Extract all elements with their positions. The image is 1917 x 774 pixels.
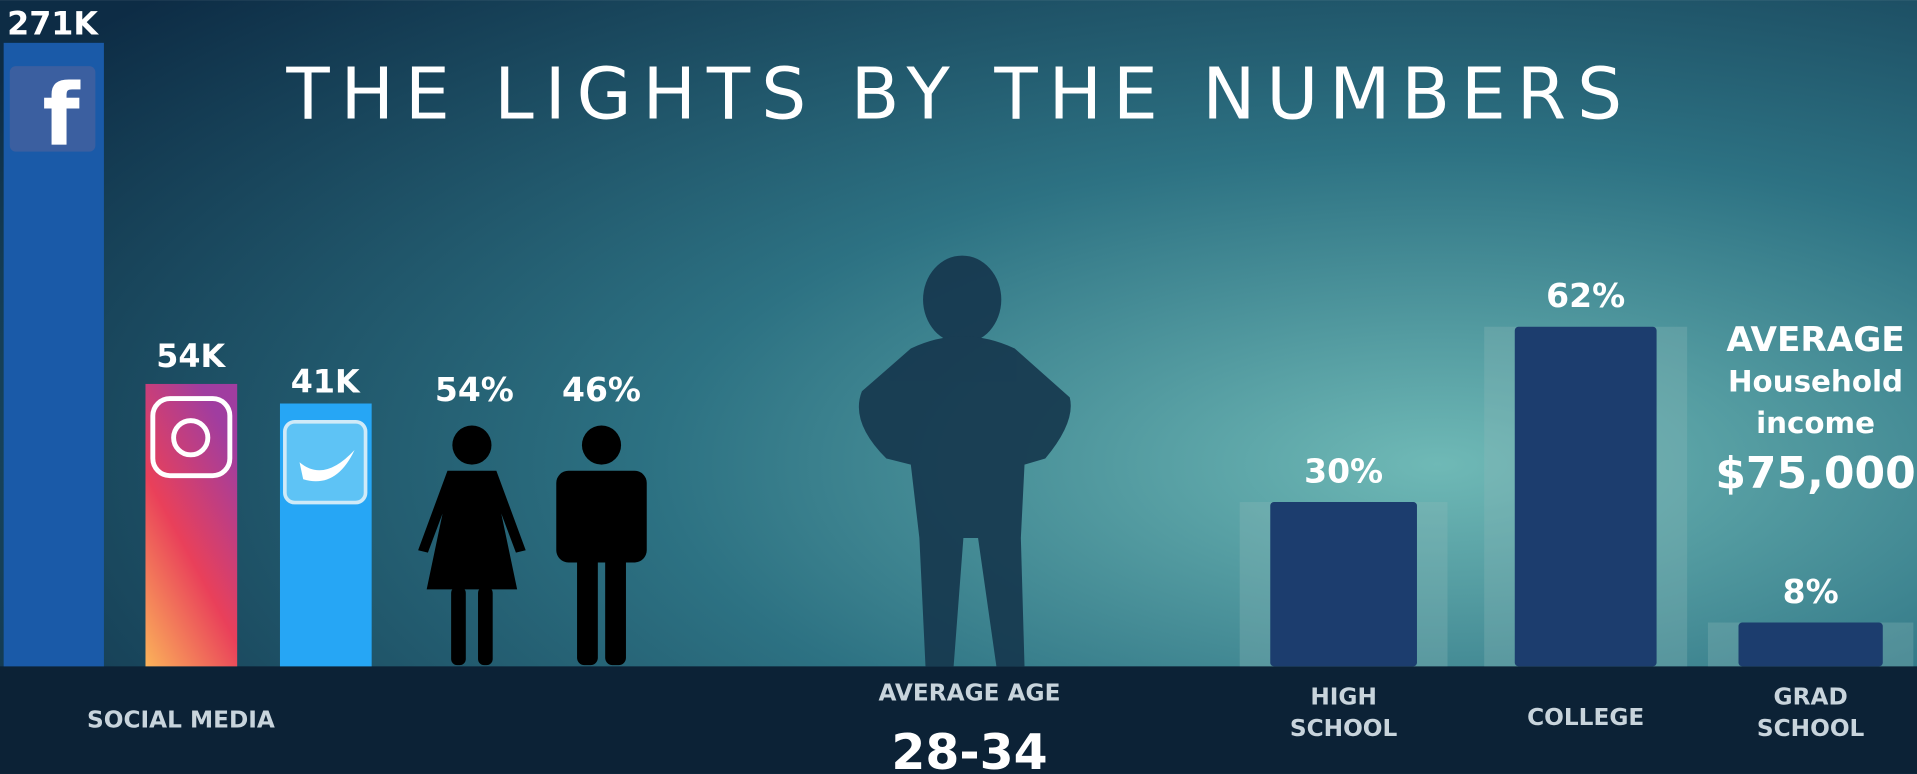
twitter-icon	[285, 422, 366, 503]
income-line: Household	[1728, 364, 1903, 398]
bar	[1270, 502, 1417, 666]
value-label: 54K	[156, 339, 226, 375]
title: THE LIGHTS BY THE NUMBERS	[285, 53, 1633, 136]
category-label: COLLEGE	[1527, 704, 1644, 731]
bar	[1739, 623, 1883, 667]
instagram-bar	[145, 384, 237, 666]
value-label: 41K	[291, 365, 361, 401]
gender-label: 46%	[562, 370, 641, 409]
age-value: 28-34	[891, 724, 1047, 774]
value-label: 8%	[1783, 572, 1839, 611]
bar	[1515, 327, 1657, 667]
facebook-f: f	[43, 66, 81, 165]
value-label: 30%	[1304, 451, 1383, 490]
category-label: SCHOOL	[1290, 715, 1398, 742]
category-label: SCHOOL	[1757, 715, 1865, 742]
page: f THE LIGHTS BY THE NUMBERS 271K 54K 41K…	[0, 0, 1917, 774]
income-line: income	[1756, 406, 1875, 440]
gender-label: 54%	[435, 370, 514, 409]
value-label: 62%	[1546, 276, 1625, 315]
value-label: 271K	[7, 6, 99, 42]
section-label: SOCIAL MEDIA	[87, 706, 275, 733]
income-line: AVERAGE	[1726, 320, 1904, 360]
age-label: AVERAGE AGE	[879, 680, 1061, 707]
income-value: $75,000	[1715, 448, 1915, 499]
infographic: f THE LIGHTS BY THE NUMBERS 271K 54K 41K…	[0, 0, 1917, 774]
category-label: GRAD	[1774, 683, 1848, 710]
category-label: HIGH	[1310, 683, 1377, 710]
